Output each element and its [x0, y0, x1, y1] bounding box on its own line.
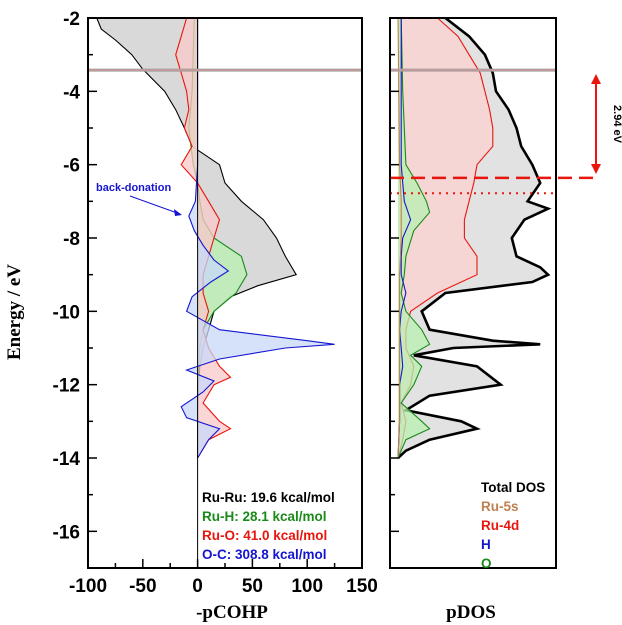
series-fill-o [398, 18, 430, 458]
pcohp-panel: -2 -4 -6 -8 -10 -12 -14 -16 -100 -50 0 50 100 150 [53, 9, 378, 597]
x-axis-title-pcohp: -pCOHP [196, 602, 268, 623]
legend-entry-ru-h: Ru-H: 28.1 kcal/mol [202, 509, 327, 524]
pdos-legend: Total DOS Ru-5s Ru-4d H O [481, 480, 545, 571]
x-tick-label: -50 [129, 576, 156, 597]
x-tick-label: 50 [242, 576, 263, 597]
series-line-ru-5s [397, 17, 402, 459]
pcohp-legend: Ru-Ru: 19.6 kcal/mol Ru-H: 28.1 kcal/mol… [202, 490, 335, 562]
y-tick-label: -2 [63, 9, 80, 30]
y-tick-label: -10 [53, 302, 80, 323]
back-donation-arrow [129, 195, 181, 215]
series-line-o [397, 17, 431, 459]
x-tick-label: 0 [192, 576, 203, 597]
pdos-panel [389, 16, 598, 569]
series-fill-ru-4d [398, 18, 493, 458]
pdos-frame [389, 17, 557, 569]
legend-entry-ru-ru: Ru-Ru: 19.6 kcal/mol [202, 490, 335, 505]
legend-entry-o-c: O-C: 308.8 kcal/mol [202, 547, 327, 562]
legend-entry-ru-4d: Ru-4d [481, 518, 519, 533]
x-tick-label: 150 [346, 576, 378, 597]
legend-entry-o: O [481, 556, 492, 571]
back-donation-annotation: back-donation [96, 182, 171, 194]
series-line-o-c [180, 18, 335, 459]
y-axis-title: Energy / eV [4, 264, 25, 360]
legend-entry-ru-5s: Ru-5s [481, 499, 519, 514]
x-axis-title-pdos: pDOS [446, 602, 496, 623]
y-tick-label: -16 [53, 522, 80, 543]
back-donation-arrowhead [174, 209, 182, 216]
y-tick-label: -6 [63, 156, 80, 177]
series-line-h [397, 18, 412, 459]
x-tick-label: -100 [69, 576, 107, 597]
legend-entry-ru-o: Ru-O: 41.0 kcal/mol [202, 528, 327, 543]
y-tick-label: -12 [53, 376, 80, 397]
y-tick-label: -14 [53, 449, 81, 470]
series-fill-o-c [181, 18, 335, 458]
series-fill-ru-o [175, 18, 231, 458]
gap-label: 2.94 eV [611, 105, 622, 144]
y-tick-label: -4 [63, 82, 80, 103]
series-line-total-dos [397, 16, 552, 459]
gap-annotation: 2.94 eV [591, 74, 622, 174]
y-tick-label: -8 [63, 229, 80, 250]
legend-entry-total-dos: Total DOS [481, 480, 545, 495]
x-tick-label: 100 [291, 576, 323, 597]
legend-entry-h: H [481, 537, 491, 552]
